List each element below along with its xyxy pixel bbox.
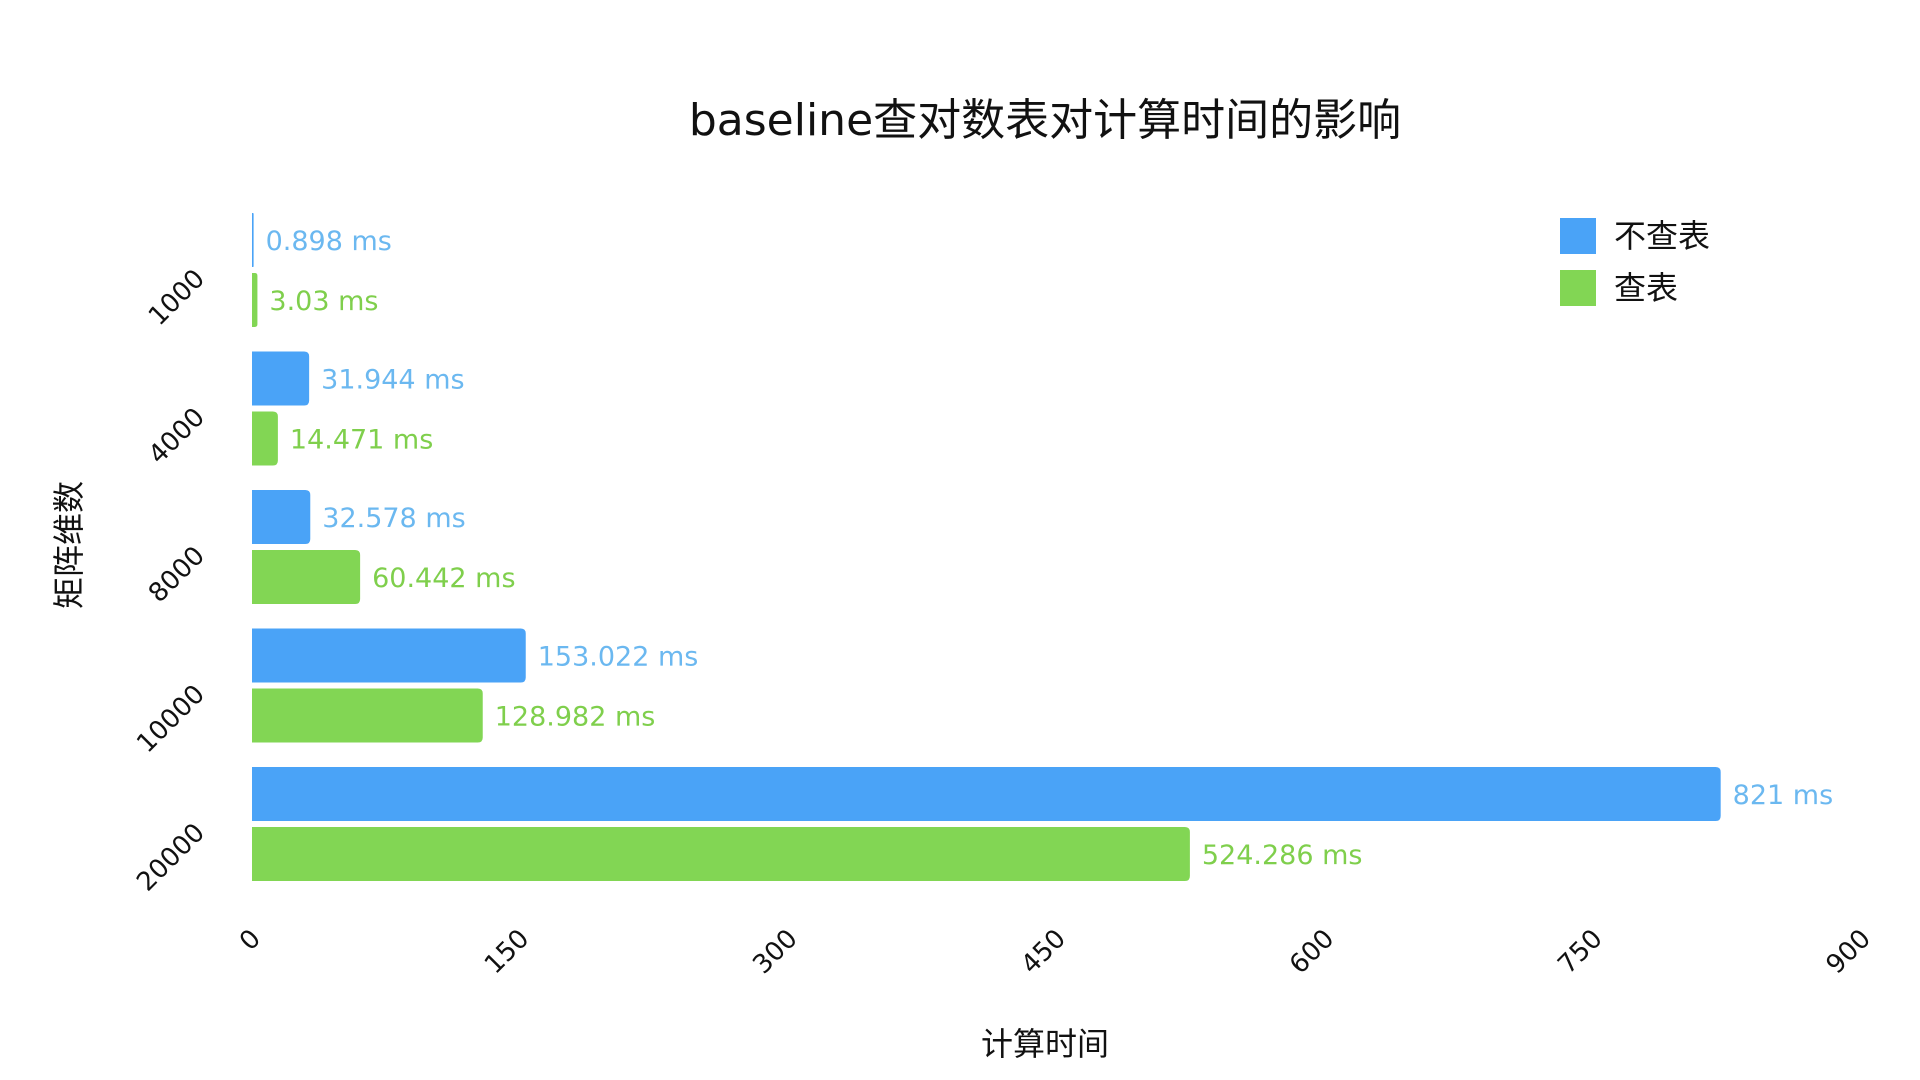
chart-title: baseline查对数表对计算时间的影响 <box>689 95 1401 146</box>
data-label-不查表-8000: 32.578 ms <box>322 503 465 534</box>
y-axis-title: 矩阵维数 <box>50 481 88 609</box>
x-axis-ticks: 0 150 300 450 600 750 900 <box>234 924 1877 980</box>
bar-查表-1000 <box>252 273 258 327</box>
data-label-不查表-1000: 0.898 ms <box>266 226 392 257</box>
legend-label: 不查表 <box>1614 217 1710 255</box>
data-label-查表-1000: 3.03 ms <box>269 286 378 317</box>
data-label-查表-8000: 60.442 ms <box>372 563 515 594</box>
x-tick-label: 300 <box>747 924 803 980</box>
bar-不查表-4000 <box>252 351 310 406</box>
bar-查表-20000 <box>252 827 1190 881</box>
bar-查表-4000 <box>252 411 278 466</box>
y-tick-label: 20000 <box>131 818 211 898</box>
data-label-查表-10000: 128.982 ms <box>495 702 656 733</box>
y-tick-label: 8000 <box>143 541 211 609</box>
x-axis-title: 计算时间 <box>981 1025 1109 1063</box>
legend-swatch <box>1560 270 1596 306</box>
x-tick-label: 750 <box>1552 924 1608 980</box>
y-tick-label: 1000 <box>143 264 211 332</box>
y-axis-ticks: 1000 4000 8000 10000 20000 <box>131 264 211 898</box>
plot-area: 0.898 ms 3.03 ms 31.944 ms 14.471 ms 32.578 … <box>252 213 1833 881</box>
bar-不查表-1000 <box>252 213 254 267</box>
x-tick-label: 600 <box>1284 924 1340 980</box>
data-label-不查表-10000: 153.022 ms <box>538 642 699 673</box>
data-label-查表-20000: 524.286 ms <box>1202 840 1363 871</box>
bar-不查表-20000 <box>252 767 1721 821</box>
x-tick-label: 900 <box>1821 924 1877 980</box>
x-tick-label: 450 <box>1016 924 1072 980</box>
data-label-不查表-20000: 821 ms <box>1733 780 1834 811</box>
bar-查表-10000 <box>252 688 483 743</box>
y-tick-label: 10000 <box>131 679 211 759</box>
data-label-不查表-4000: 31.944 ms <box>321 365 464 396</box>
bar-不查表-10000 <box>252 628 526 683</box>
legend-label: 查表 <box>1614 269 1678 307</box>
bar-查表-8000 <box>252 550 361 604</box>
data-label-查表-4000: 14.471 ms <box>290 425 433 456</box>
y-tick-label: 4000 <box>143 402 211 470</box>
legend-swatch <box>1560 218 1596 254</box>
x-tick-label: 0 <box>234 924 267 957</box>
bar-不查表-8000 <box>252 490 311 544</box>
x-tick-label: 150 <box>479 924 535 980</box>
